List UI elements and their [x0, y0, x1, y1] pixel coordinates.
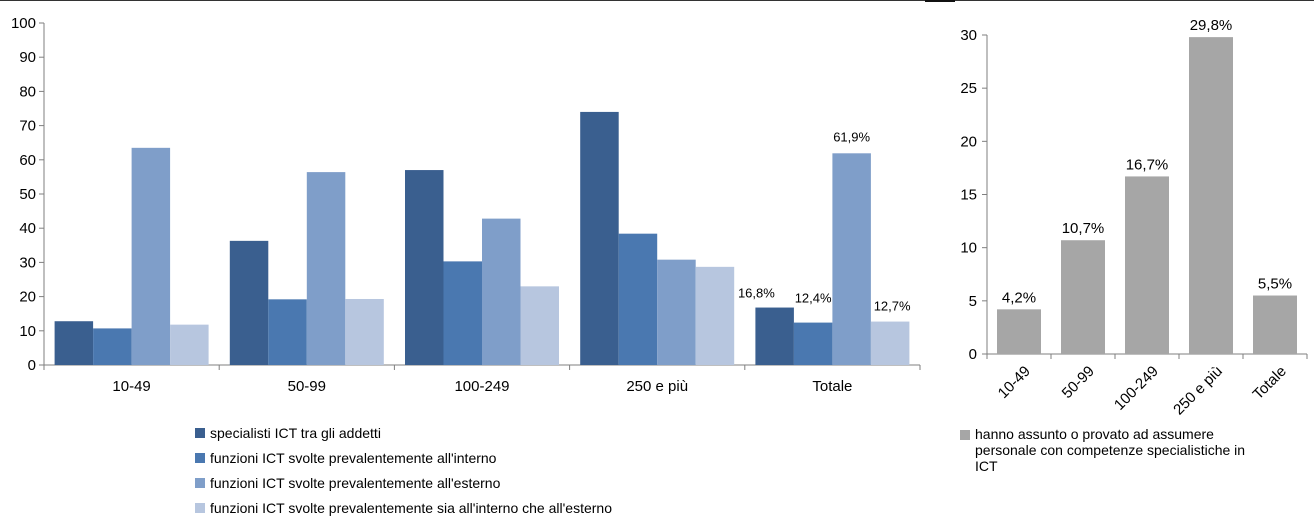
- y-tick-label: 30: [960, 27, 977, 44]
- legend-item-series-1: specialisti ICT tra gli addetti: [195, 420, 612, 445]
- right-chart-legend: hanno assunto o provato ad assumere pers…: [960, 426, 1260, 474]
- data-label: 10,7%: [1062, 220, 1105, 237]
- bar: [482, 218, 521, 365]
- bar: [755, 307, 794, 365]
- bar: [131, 147, 171, 365]
- legend-swatch-series-2: [195, 452, 205, 463]
- x-tick-label: 50-99: [288, 378, 326, 395]
- data-label: 29,8%: [1190, 17, 1233, 34]
- left-bar-chart: 0 10 20 30 40 50 60 70 80 90 100 10-49 50-99 100-249 2…: [11, 15, 921, 395]
- y-tick-label: 20: [960, 133, 977, 150]
- data-label: 12,4%: [795, 291, 832, 306]
- x-tick-label: 50-99: [1059, 363, 1098, 402]
- x-tick-label: 250 e più: [626, 378, 688, 395]
- y-tick-label: 80: [19, 83, 36, 100]
- bar: [695, 266, 735, 365]
- bar: [170, 324, 209, 365]
- bar: [1189, 37, 1233, 354]
- bar: [268, 299, 307, 365]
- legend-label-series-3: funzioni ICT svolte prevalentemente all'…: [210, 474, 501, 491]
- data-label: 16,7%: [1126, 156, 1169, 173]
- y-tick-label: 5: [969, 293, 977, 310]
- legend-swatch-series-4: [195, 502, 205, 513]
- top-border-mark: [925, 0, 955, 2]
- x-tick-label: 10-49: [995, 363, 1034, 402]
- bar: [793, 322, 833, 365]
- y-tick-label: 100: [11, 15, 36, 32]
- data-label: 61,9%: [833, 129, 870, 144]
- legend-label-series-4: funzioni ICT svolte prevalentemente sia …: [210, 499, 612, 516]
- y-tick-label: 10: [960, 240, 977, 257]
- x-tick-label: 100-249: [1111, 363, 1162, 414]
- data-label: 5,5%: [1258, 276, 1292, 293]
- y-tick-label: 10: [19, 323, 36, 340]
- bar: [580, 111, 619, 365]
- legend-item-right-series: hanno assunto o provato ad assumere pers…: [960, 426, 1260, 474]
- legend-label-series-1: specialisti ICT tra gli addetti: [210, 424, 381, 441]
- legend-label-series-2: funzioni ICT svolte prevalentemente all'…: [210, 449, 497, 466]
- y-tick-label: 50: [19, 186, 36, 203]
- bar: [832, 153, 871, 365]
- bar: [870, 321, 910, 365]
- bar: [93, 328, 132, 365]
- bar: [520, 286, 559, 365]
- y-tick-label: 25: [960, 80, 977, 97]
- data-label: 4,2%: [1002, 289, 1036, 306]
- x-tick-label: 250 e più: [1170, 363, 1226, 419]
- left-chart-legend: specialisti ICT tra gli addetti funzioni…: [195, 420, 612, 520]
- y-tick-label: 40: [19, 220, 36, 237]
- bar: [54, 321, 94, 365]
- legend-item-series-2: funzioni ICT svolte prevalentemente all'…: [195, 445, 612, 470]
- legend-swatch-series-3: [195, 477, 205, 488]
- x-tick-label: Totale: [1250, 363, 1290, 403]
- bar: [345, 298, 384, 365]
- legend-swatch-right-series: [960, 430, 970, 440]
- legend-swatch-series-1: [195, 427, 205, 438]
- y-tick-label: 90: [19, 49, 36, 66]
- y-tick-label: 60: [19, 152, 36, 169]
- data-label: 16,8%: [738, 286, 775, 301]
- x-tick-label: Totale: [812, 378, 852, 395]
- bar: [229, 240, 269, 365]
- y-tick-label: 0: [969, 346, 977, 363]
- y-tick-label: 15: [960, 187, 977, 204]
- legend-item-series-4: funzioni ICT svolte prevalentemente sia …: [195, 495, 612, 520]
- x-tick-label: 100-249: [454, 378, 509, 395]
- y-tick-label: 20: [19, 289, 36, 306]
- bar: [405, 170, 444, 365]
- bar: [1061, 240, 1105, 354]
- data-label: 12,7%: [874, 299, 911, 314]
- bar: [657, 259, 696, 365]
- y-tick-label: 0: [28, 357, 36, 374]
- bar: [618, 233, 658, 365]
- y-tick-label: 70: [19, 118, 36, 135]
- top-border-line: [0, 0, 1314, 1]
- bar: [443, 261, 482, 365]
- x-tick-label: 10-49: [112, 378, 150, 395]
- legend-item-series-3: funzioni ICT svolte prevalentemente all'…: [195, 470, 612, 495]
- right-bar-chart: 0 5 10 15 20 25 30 4,2% 10-49 10,7% 50-99 16,7% 100-…: [960, 17, 1308, 419]
- legend-label-right-series: hanno assunto o provato ad assumere pers…: [975, 426, 1246, 474]
- bar: [306, 172, 346, 365]
- bar: [1125, 176, 1169, 354]
- bar: [1253, 295, 1297, 354]
- bar: [997, 309, 1041, 354]
- y-tick-label: 30: [19, 254, 36, 271]
